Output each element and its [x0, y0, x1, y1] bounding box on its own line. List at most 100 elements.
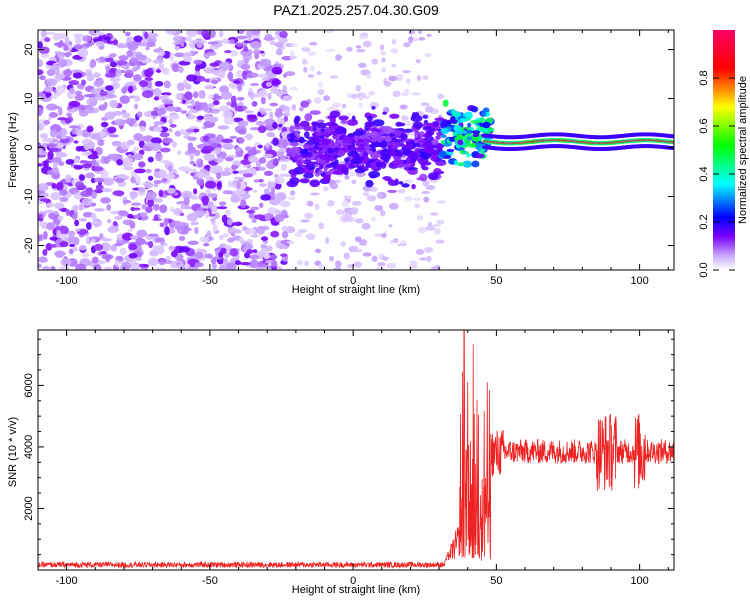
spectrogram-cell: [56, 142, 65, 148]
spectrogram-cell: [386, 262, 397, 269]
spectrogram-cell: [187, 146, 197, 154]
spectrogram-cell: [109, 77, 121, 83]
spectrogram-cell: [206, 51, 217, 56]
spectrogram-cell: [113, 39, 119, 46]
spectrogram-cell: [352, 130, 365, 136]
spectrogram-cell: [289, 125, 295, 134]
spectrogram-cell: [272, 121, 278, 129]
spectrogram-cell: [186, 74, 198, 82]
spectrogram-cell: [317, 81, 323, 88]
spectrogram-cell: [414, 203, 421, 209]
spectrogram-cell: [346, 112, 352, 117]
spectrogram-cell: [102, 177, 115, 186]
spectrogram-cell: [49, 112, 57, 116]
spectrogram-cell: [159, 147, 171, 153]
spectrogram-cell: [417, 226, 428, 234]
spectrogram-cell: [236, 30, 245, 35]
spectrogram-cell: [242, 105, 248, 110]
spectrogram-cell: [259, 183, 267, 187]
spectrogram-cell: [382, 148, 392, 153]
spectrogram-cell: [55, 181, 64, 191]
spectrogram-cell: [100, 121, 109, 128]
spectrogram-cell: [264, 33, 273, 42]
spectrogram-cell: [195, 248, 205, 253]
spectrogram-cell: [355, 45, 362, 49]
spectrogram-cell: [370, 131, 379, 139]
snr-ylabel: SNR (10 * v/v): [7, 417, 19, 487]
spectrogram-cell: [471, 160, 480, 168]
spectrogram-cell: [289, 55, 297, 60]
spectrogram-cell: [179, 167, 192, 172]
spectrogram-cell: [391, 138, 404, 143]
spectrogram-cell: [384, 177, 392, 182]
spectrogram-cell: [358, 62, 367, 68]
spectrogram-cell: [42, 267, 52, 270]
spectrogram-cell: [38, 147, 44, 156]
spectrogram-cell: [220, 91, 233, 100]
spectrogram-cell: [68, 125, 78, 129]
spectrogram-cell: [222, 233, 229, 238]
spectrogram-cell: [180, 40, 185, 48]
spectrogram-cell: [424, 247, 434, 253]
spectrogram-cell: [40, 30, 47, 38]
spectrogram-cell: [131, 67, 138, 72]
spectrogram-cell: [417, 30, 422, 35]
spectrogram-cell: [431, 139, 439, 145]
spectrogram-cell: [335, 54, 342, 61]
spectrogram-cell: [230, 101, 238, 108]
spectrogram-cell: [103, 266, 113, 270]
spectrogram-cell: [144, 31, 149, 39]
spectrogram-cell: [376, 134, 384, 143]
spectrogram-cell: [413, 142, 421, 148]
spectrogram-cell: [43, 120, 51, 125]
spectrogram-cell: [401, 133, 408, 141]
spectrogram-cell: [275, 193, 287, 202]
spectrogram-cell: [346, 46, 353, 52]
spectrogram-cell: [57, 117, 68, 121]
spectrogram-cell: [95, 184, 104, 191]
spectrogram-cell: [329, 182, 339, 190]
spectrogram-cell: [210, 142, 219, 148]
spectrogram-cell: [332, 136, 339, 140]
spectrogram-cell: [416, 75, 422, 82]
spectrogram-cell: [46, 222, 56, 231]
spectrogram-cell: [309, 65, 315, 72]
spectrogram-cell: [93, 72, 101, 78]
spectrogram-cell: [172, 41, 181, 45]
spectrogram-cell: [67, 230, 76, 236]
spectrogram-cell: [47, 150, 54, 160]
spectrogram-cell: [284, 105, 291, 113]
spectrogram-cell: [332, 102, 341, 108]
spectrogram-cell: [260, 96, 266, 105]
spectrogram-cell: [223, 50, 233, 54]
spectrogram-cell: [342, 136, 352, 143]
spectrogram-cell: [68, 80, 80, 86]
spectrogram-cell: [314, 260, 322, 267]
spectrogram-cell: [182, 52, 193, 57]
spectrogram-cell: [336, 139, 344, 144]
spectrogram-cell: [164, 172, 175, 180]
spectrogram-cell: [371, 138, 377, 143]
spectrogram-cell: [305, 233, 316, 241]
spectrogram-cell: [55, 152, 68, 158]
spectrogram-cell: [257, 125, 267, 134]
spectrogram-cell: [307, 201, 314, 207]
spectrogram-cell: [265, 162, 271, 169]
spectrogram-cell: [60, 258, 72, 267]
spectrogram-cell: [194, 75, 206, 82]
colorbar-tick-label: 0.0: [698, 262, 710, 277]
spectrogram-cell: [392, 90, 401, 98]
spectrogram-cell: [314, 97, 322, 104]
colorbar-tick-label: 0.6: [698, 118, 710, 133]
spectrogram-cell: [334, 260, 342, 268]
spectrogram-cell: [159, 222, 165, 228]
spectrogram-cell: [272, 259, 277, 267]
spectrogram-cell: [259, 202, 264, 208]
spectrogram-cell: [404, 196, 413, 202]
spectrogram-cell: [158, 107, 167, 115]
spectrogram-cell: [81, 163, 93, 169]
spectrogram-cell: [124, 31, 131, 37]
spectrogram-cell: [269, 254, 278, 260]
spectrogram-cell: [225, 262, 237, 270]
spectrogram-cell: [178, 236, 186, 241]
